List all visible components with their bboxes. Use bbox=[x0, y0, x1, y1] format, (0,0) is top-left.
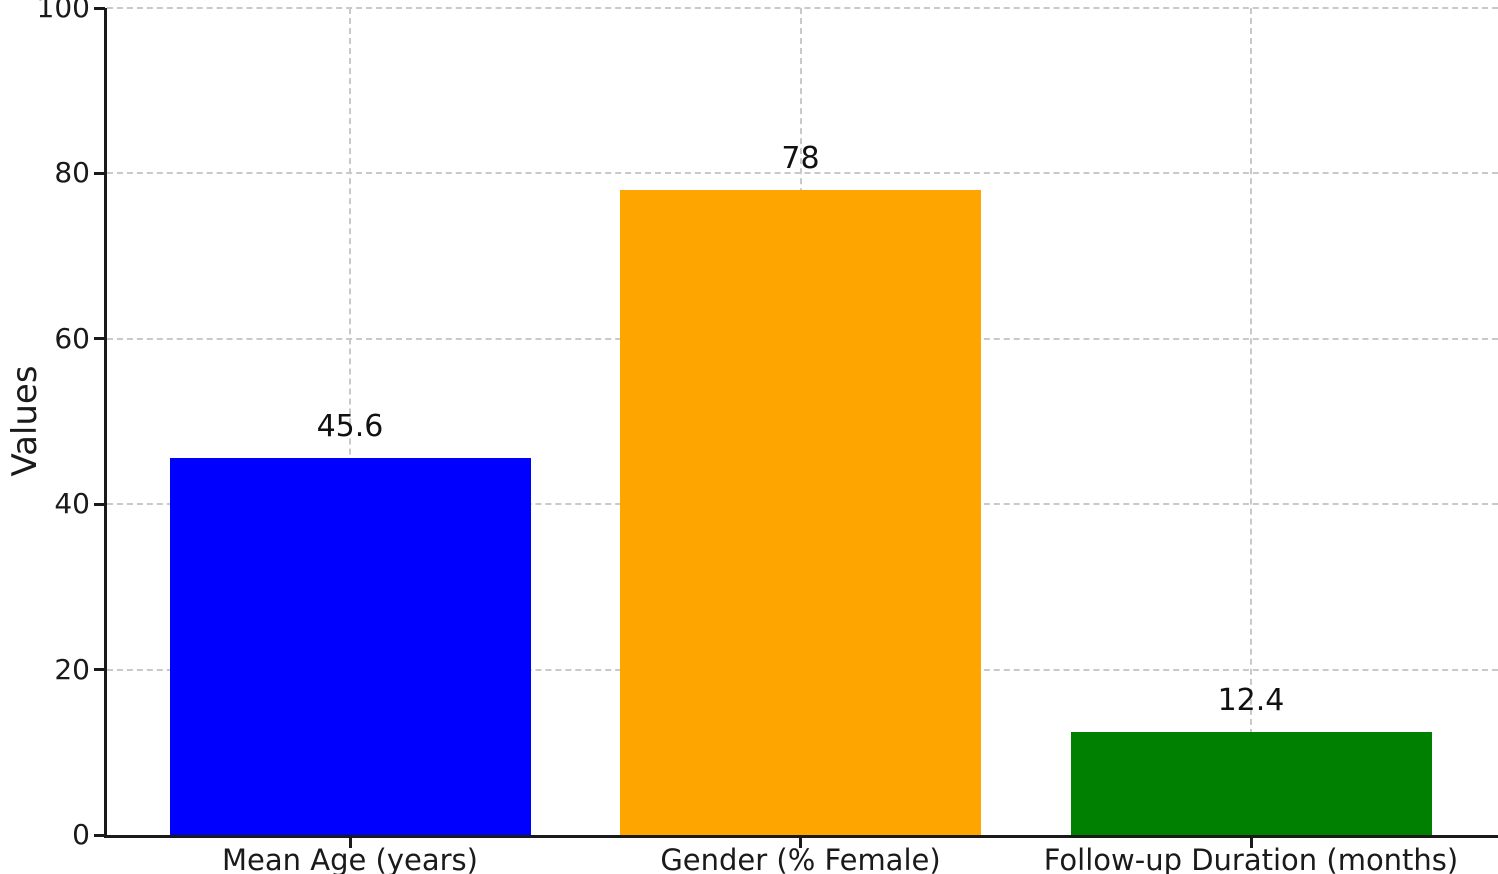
x-gridline bbox=[1250, 8, 1252, 835]
x-tick-mark bbox=[1249, 838, 1253, 848]
x-tick-label: Gender (% Female) bbox=[660, 843, 941, 874]
x-tick-label: Follow-up Duration (months) bbox=[1043, 843, 1459, 874]
x-axis-line bbox=[104, 835, 1498, 838]
bar-value-label: 12.4 bbox=[1217, 683, 1285, 719]
x-tick-mark bbox=[348, 838, 352, 848]
y-axis-title: Values bbox=[0, 365, 105, 476]
y-axis-line bbox=[104, 8, 107, 838]
y-gridline bbox=[107, 172, 1498, 175]
y-tick-label: 80 bbox=[54, 156, 90, 190]
y-tick-mark bbox=[94, 6, 105, 10]
y-tick-mark bbox=[94, 337, 105, 341]
y-tick-mark bbox=[94, 502, 105, 506]
y-tick-label: 40 bbox=[54, 487, 90, 521]
y-tick-label: 60 bbox=[54, 321, 90, 355]
x-tick-label: Mean Age (years) bbox=[222, 843, 478, 874]
bar-value-label: 45.6 bbox=[316, 408, 384, 444]
bar-value-label: 78 bbox=[781, 140, 820, 176]
y-axis-title-text: Values bbox=[5, 365, 45, 477]
y-gridline bbox=[107, 7, 1498, 9]
y-tick-mark bbox=[94, 668, 105, 672]
x-tick-mark bbox=[799, 838, 802, 848]
bar-1 bbox=[169, 457, 531, 835]
y-tick-label: 0 bbox=[72, 818, 90, 851]
y-tick-mark bbox=[94, 171, 105, 175]
y-tick-label: 20 bbox=[54, 652, 90, 686]
x-gridline bbox=[349, 8, 351, 835]
y-tick-label: 100 bbox=[36, 0, 90, 24]
bar-2 bbox=[620, 189, 981, 835]
bar-3 bbox=[1070, 732, 1432, 835]
y-tick-mark bbox=[94, 833, 105, 837]
